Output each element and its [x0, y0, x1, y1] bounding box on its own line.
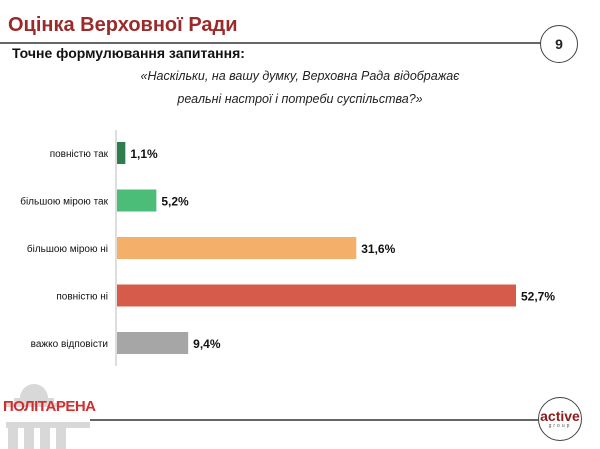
- bar: [117, 284, 516, 307]
- parliament-building-logo: [6, 384, 90, 449]
- data-label: 5,2%: [161, 195, 189, 209]
- category-label: повністю так: [50, 149, 109, 160]
- data-label: 1,1%: [130, 147, 158, 161]
- logo-main-text: active: [540, 408, 580, 424]
- bar: [117, 189, 157, 212]
- footer-divider: [90, 419, 540, 421]
- question-heading: Точне формулювання запитання:: [12, 45, 245, 61]
- active-group-logo: active group: [538, 397, 582, 441]
- data-label: 9,4%: [193, 337, 221, 351]
- logo-sub-text: group: [548, 423, 572, 429]
- category-label: більшою мірою так: [20, 196, 108, 208]
- question-text: «Наскільки, на вашу думку, Верховна Рада…: [100, 65, 500, 111]
- question-line: «Наскільки, на вашу думку, Верховна Рада…: [140, 69, 460, 83]
- category-label: важко відповісти: [31, 339, 108, 350]
- category-label: повністю ні: [56, 292, 108, 303]
- bar: [117, 237, 357, 259]
- bar: [117, 142, 126, 164]
- question-line: реальні настрої і потреби суспільства?»: [177, 92, 423, 106]
- bar: [117, 332, 189, 354]
- header-divider: [0, 42, 545, 44]
- slide-title: Оцінка Верховної Ради: [8, 14, 238, 36]
- data-label: 52,7%: [521, 290, 555, 304]
- page-number-badge: 9: [540, 25, 578, 63]
- politarena-logo-text: ПОЛІТАРЕНА: [3, 398, 96, 415]
- page-number: 9: [555, 36, 563, 52]
- category-label: більшою мірою ні: [27, 243, 108, 255]
- data-label: 31,6%: [361, 242, 395, 256]
